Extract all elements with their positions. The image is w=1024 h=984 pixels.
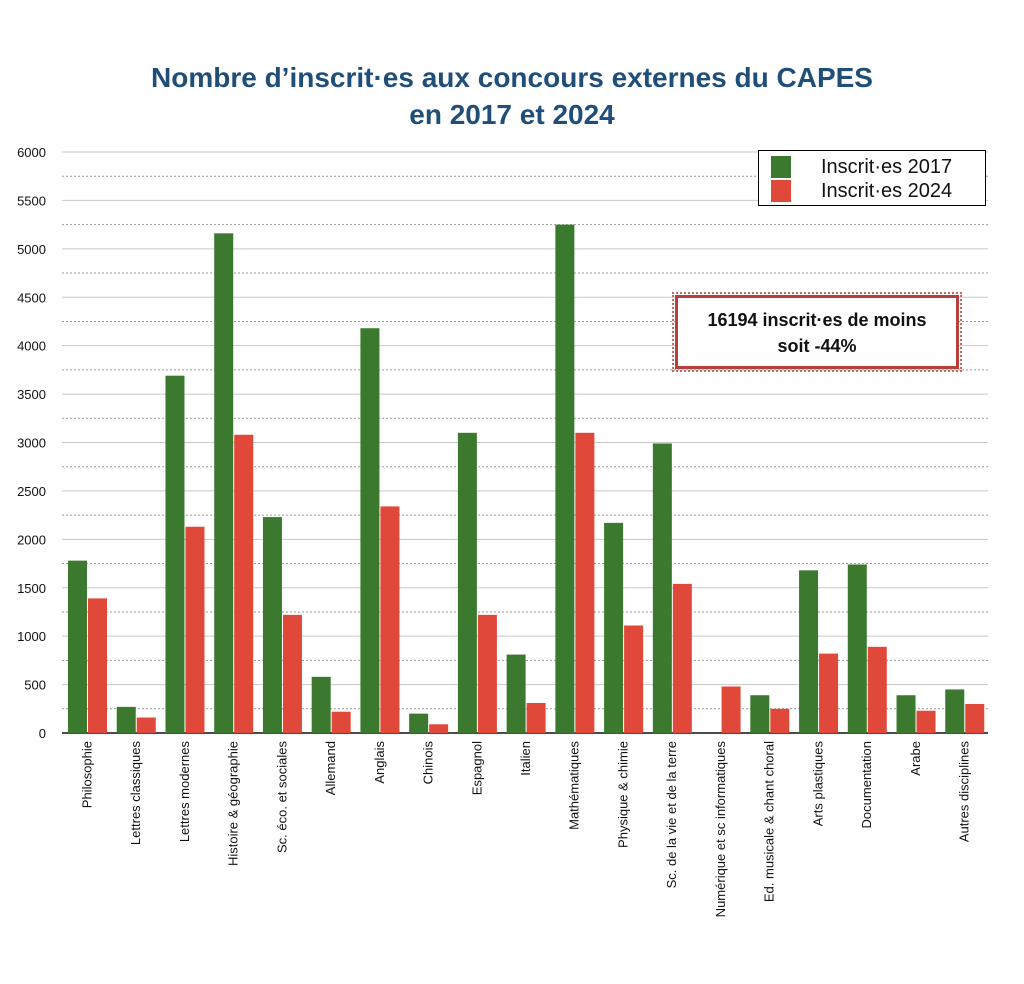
x-tick-label: Mathématiques bbox=[567, 741, 582, 830]
bar-2017-4 bbox=[262, 517, 282, 733]
bar-2017-17 bbox=[896, 695, 916, 733]
legend-entry-2024: Inscrit·es 2024 bbox=[771, 179, 952, 203]
bar-2017-0 bbox=[68, 560, 87, 733]
y-tick-label: 3500 bbox=[17, 387, 46, 402]
bar-2017-10 bbox=[555, 224, 575, 733]
legend-swatch-2024 bbox=[771, 180, 791, 202]
bar-2024-6 bbox=[380, 506, 400, 733]
chart-title-line-1: Nombre d’inscrit·es aux concours externe… bbox=[151, 62, 873, 93]
legend-entry-2017: Inscrit·es 2017 bbox=[771, 155, 952, 179]
chart-legend: Inscrit·es 2017 Inscrit·es 2024 bbox=[758, 150, 986, 206]
x-tick-label: Arts plastiques bbox=[810, 741, 825, 827]
x-tick-label: Physique & chimie bbox=[615, 741, 630, 848]
bar-2024-18 bbox=[965, 703, 985, 733]
bar-2024-7 bbox=[429, 724, 449, 733]
bar-2017-8 bbox=[457, 432, 477, 733]
bar-2024-15 bbox=[819, 653, 839, 733]
y-tick-label: 2500 bbox=[17, 484, 46, 499]
x-tick-label: Arabe bbox=[908, 741, 923, 776]
annotation-line-2: soit -44% bbox=[777, 336, 857, 356]
bar-2017-2 bbox=[165, 375, 185, 733]
y-tick-label: 3000 bbox=[17, 436, 46, 451]
y-tick-label: 5500 bbox=[17, 193, 46, 208]
bar-2017-7 bbox=[409, 713, 429, 733]
decline-annotation: 16194 inscrit·es de moins soit -44% bbox=[672, 292, 962, 372]
y-tick-label: 4500 bbox=[17, 290, 46, 305]
bar-2017-3 bbox=[214, 233, 234, 733]
y-tick-label: 1500 bbox=[17, 581, 46, 596]
bar-2024-5 bbox=[331, 711, 351, 733]
x-tick-label: Italien bbox=[518, 741, 533, 776]
legend-label-2024: Inscrit·es 2024 bbox=[821, 179, 953, 202]
bar-2017-11 bbox=[604, 522, 624, 733]
bar-2024-16 bbox=[867, 646, 887, 733]
y-tick-label: 500 bbox=[24, 678, 46, 693]
bar-2024-0 bbox=[88, 598, 107, 733]
bar-2024-17 bbox=[916, 710, 936, 733]
x-tick-label: Ed. musicale & chant choral bbox=[762, 741, 777, 902]
bar-2024-12 bbox=[672, 583, 692, 733]
y-tick-label: 4000 bbox=[17, 339, 46, 354]
bar-2017-15 bbox=[799, 570, 819, 733]
bar-2024-9 bbox=[526, 702, 546, 733]
chart-title-line-2: en 2017 et 2024 bbox=[409, 99, 615, 130]
bar-2017-16 bbox=[847, 564, 867, 733]
bar-2017-6 bbox=[360, 328, 380, 733]
x-tick-label: Autres disciplines bbox=[957, 741, 972, 843]
bar-2024-3 bbox=[234, 434, 254, 733]
legend-swatch-2017 bbox=[771, 156, 791, 178]
bar-2024-11 bbox=[624, 625, 644, 733]
bar-2017-14 bbox=[750, 695, 770, 733]
bar-2024-4 bbox=[282, 614, 302, 733]
x-tick-label: Allemand bbox=[323, 741, 338, 795]
y-tick-label: 1000 bbox=[17, 629, 46, 644]
bar-2017-18 bbox=[945, 689, 965, 733]
x-tick-label: Anglais bbox=[372, 741, 387, 784]
x-tick-label: Lettres modernes bbox=[177, 741, 192, 843]
bar-2024-2 bbox=[185, 526, 205, 733]
x-tick-label: Sc. éco. et sociales bbox=[274, 741, 289, 853]
x-tick-label: Lettres classiques bbox=[128, 741, 143, 846]
x-tick-label: Numérique et sc informatiques bbox=[713, 741, 728, 918]
y-tick-label: 2000 bbox=[17, 532, 46, 547]
x-tick-label: Documentation bbox=[859, 741, 874, 828]
y-tick-label: 5000 bbox=[17, 242, 46, 257]
bar-2017-12 bbox=[652, 443, 672, 733]
bar-2024-13 bbox=[721, 686, 741, 733]
x-tick-label: Chinois bbox=[421, 741, 436, 785]
bar-2024-1 bbox=[136, 717, 156, 733]
y-tick-label: 0 bbox=[39, 726, 46, 741]
bar-2017-9 bbox=[506, 654, 526, 733]
x-tick-label: Histoire & géographie bbox=[226, 741, 241, 866]
y-tick-label: 6000 bbox=[17, 145, 46, 160]
x-tick-label: Espagnol bbox=[469, 741, 484, 795]
bar-2024-10 bbox=[575, 432, 595, 733]
x-tick-label: Philosophie bbox=[79, 741, 94, 808]
bar-2017-1 bbox=[116, 706, 136, 733]
bar-2024-14 bbox=[770, 708, 790, 733]
legend-label-2017: Inscrit·es 2017 bbox=[821, 155, 953, 178]
x-tick-label: Sc. de la vie et de la terre bbox=[664, 741, 679, 888]
bar-2024-8 bbox=[477, 614, 497, 733]
annotation-line-1: 16194 inscrit·es de moins bbox=[707, 310, 927, 330]
bar-2017-5 bbox=[311, 676, 331, 733]
